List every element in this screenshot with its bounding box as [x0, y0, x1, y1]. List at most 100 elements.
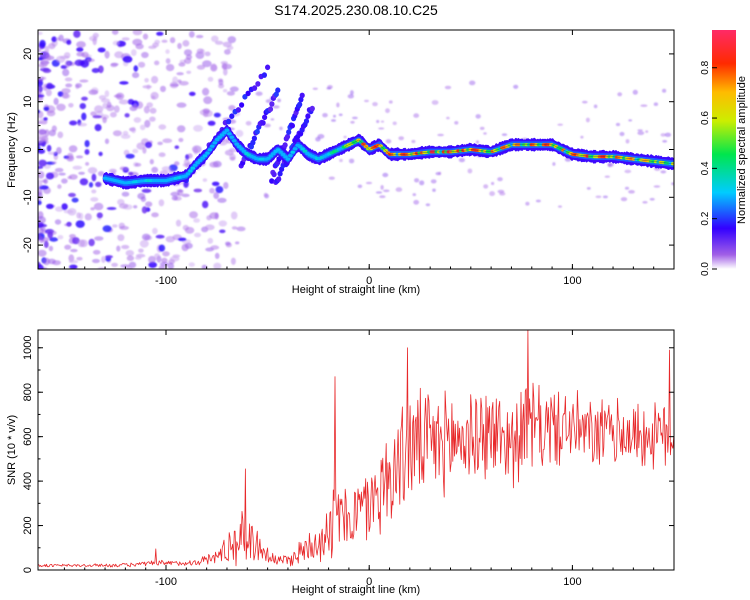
- spectrogram-noise-blob: [77, 239, 86, 248]
- spectrogram-streak-blob: [305, 113, 311, 119]
- spectrogram-noise-blob: [653, 185, 661, 188]
- spectrogram-noise-blob: [62, 68, 70, 77]
- spectrogram-noise-blob: [444, 85, 452, 90]
- spectrogram-noise-blob: [141, 188, 152, 193]
- spectrogram-noise-blob: [111, 262, 118, 267]
- spectrogram-noise-blob: [46, 203, 54, 209]
- spectrogram-noise-blob: [91, 173, 97, 182]
- spectrogram-x-axis-label: Height of straight line (km): [292, 284, 420, 296]
- spectrogram-noise-blob: [375, 191, 383, 194]
- spectrogram-noise-blob: [142, 33, 149, 40]
- spectrogram-noise-blob: [98, 95, 107, 100]
- spectrogram-noise-blob: [48, 245, 54, 252]
- spectrogram-streak-blob: [286, 129, 292, 135]
- ridge-core: [205, 151, 210, 155]
- spectrogram-noise-blob: [378, 127, 385, 130]
- spectrogram-noise-blob: [161, 166, 172, 172]
- spectrogram-noise-blob: [382, 172, 389, 178]
- snr-y-axis-label: SNR (10 * v/v): [6, 415, 18, 485]
- spectrogram-streak-blob: [303, 118, 310, 124]
- spectrogram-y-tick-label: 20: [22, 48, 34, 60]
- spectrogram-noise-blob: [236, 226, 246, 232]
- spectrogram-noise-blob: [126, 255, 135, 261]
- spectrogram-noise-blob: [96, 212, 103, 219]
- ridge-core: [183, 174, 188, 178]
- spectrogram-noise-blob: [38, 200, 42, 205]
- spectrogram-noise-blob: [38, 129, 47, 135]
- spectrogram-noise-blob: [94, 105, 104, 113]
- spectrogram-noise-blob: [326, 87, 332, 90]
- spectrogram-noise-blob: [144, 78, 149, 83]
- spectrogram-noise-blob: [489, 191, 495, 197]
- spectrogram-noise-blob: [124, 113, 130, 118]
- spectrogram-y-axis-label: Frequency (Hz): [6, 112, 18, 188]
- ridge-core: [283, 155, 288, 159]
- spectrogram-streak-blob: [276, 176, 282, 182]
- spectrogram-noise-blob: [620, 197, 628, 202]
- spectrogram-noise-blob: [131, 126, 136, 134]
- spectrogram-noise-blob: [640, 104, 648, 107]
- spectrogram-streak-blob: [265, 64, 271, 71]
- spectrogram-noise-blob: [101, 256, 106, 263]
- spectrogram-noise-blob: [595, 195, 602, 199]
- spectrogram-noise-blob: [119, 225, 129, 230]
- spectrogram-noise-blob: [177, 79, 182, 83]
- spectrogram-noise-blob: [425, 203, 431, 207]
- spectrogram-noise-blob: [48, 43, 56, 50]
- spectrogram-noise-blob: [189, 211, 198, 219]
- ridge-core: [195, 161, 200, 165]
- spectrogram-noise-blob: [217, 197, 227, 203]
- spectrogram-noise-blob: [51, 36, 57, 43]
- spectrogram-noise-blob: [151, 166, 159, 173]
- spectrogram-noise-blob: [202, 178, 208, 182]
- spectrogram-noise-blob: [119, 167, 130, 171]
- spectrogram-noise-blob: [113, 94, 123, 98]
- spectrogram-noise-blob: [437, 133, 444, 137]
- ridge-core: [197, 158, 203, 162]
- spectrogram-noise-blob: [91, 189, 97, 194]
- spectrogram-noise-blob: [184, 226, 195, 234]
- spectrogram-noise-blob: [207, 237, 214, 244]
- spectrogram-noise-blob: [224, 49, 231, 55]
- spectrogram-noise-blob: [38, 31, 43, 35]
- spectrogram-streak-blob: [235, 107, 241, 113]
- snr-y-tick-label: 200: [22, 516, 34, 534]
- ridge-core: [188, 169, 193, 173]
- spectrogram-noise-blob: [75, 155, 84, 159]
- spectrogram-noise-blob: [628, 119, 633, 122]
- spectrogram-streak-blob: [239, 102, 245, 108]
- spectrogram-noise-blob: [84, 140, 90, 148]
- spectrogram-noise-blob: [91, 68, 100, 73]
- spectrogram-noise-blob: [45, 172, 55, 180]
- spectrogram-noise-blob: [660, 170, 667, 174]
- spectrogram-noise-blob: [312, 87, 318, 91]
- spectrogram-noise-blob: [125, 153, 135, 159]
- ridge-core: [268, 154, 274, 158]
- colorbar-tick-label: 0.4: [700, 161, 711, 175]
- spectrogram-noise-blob: [419, 180, 425, 186]
- spectrogram-noise-blob: [81, 112, 87, 121]
- spectrogram-noise-blob: [619, 131, 625, 137]
- spectrogram-noise-blob: [178, 81, 189, 86]
- spectrogram-noise-blob: [158, 152, 166, 157]
- spectrogram-noise-blob: [649, 197, 655, 201]
- spectrogram-noise-blob: [112, 40, 120, 46]
- colorbar-label: Normalized spectral amplitude: [736, 76, 748, 224]
- spectrogram-noise-blob: [68, 145, 78, 153]
- spectrogram-noise-blob: [76, 47, 84, 52]
- spectrogram-noise-blob: [66, 155, 75, 162]
- spectrogram-noise-blob: [77, 122, 88, 127]
- spectrogram-noise-blob: [176, 72, 184, 76]
- spectrogram-streak-blob: [282, 142, 288, 148]
- spectrogram-noise-blob: [105, 255, 113, 259]
- spectrogram-noise-blob: [132, 148, 139, 154]
- spectrogram-noise-blob: [79, 79, 89, 83]
- colorbar-tick-label: 0.6: [700, 111, 711, 125]
- spectrogram-noise-blob: [57, 184, 62, 189]
- spectrogram-noise-blob: [47, 230, 53, 239]
- ridge-core: [302, 149, 308, 153]
- spectrogram-noise-blob: [181, 193, 190, 198]
- spectrogram-noise-blob: [213, 112, 221, 118]
- spectrogram-noise-blob: [255, 91, 263, 96]
- spectrogram-noise-blob: [557, 123, 563, 126]
